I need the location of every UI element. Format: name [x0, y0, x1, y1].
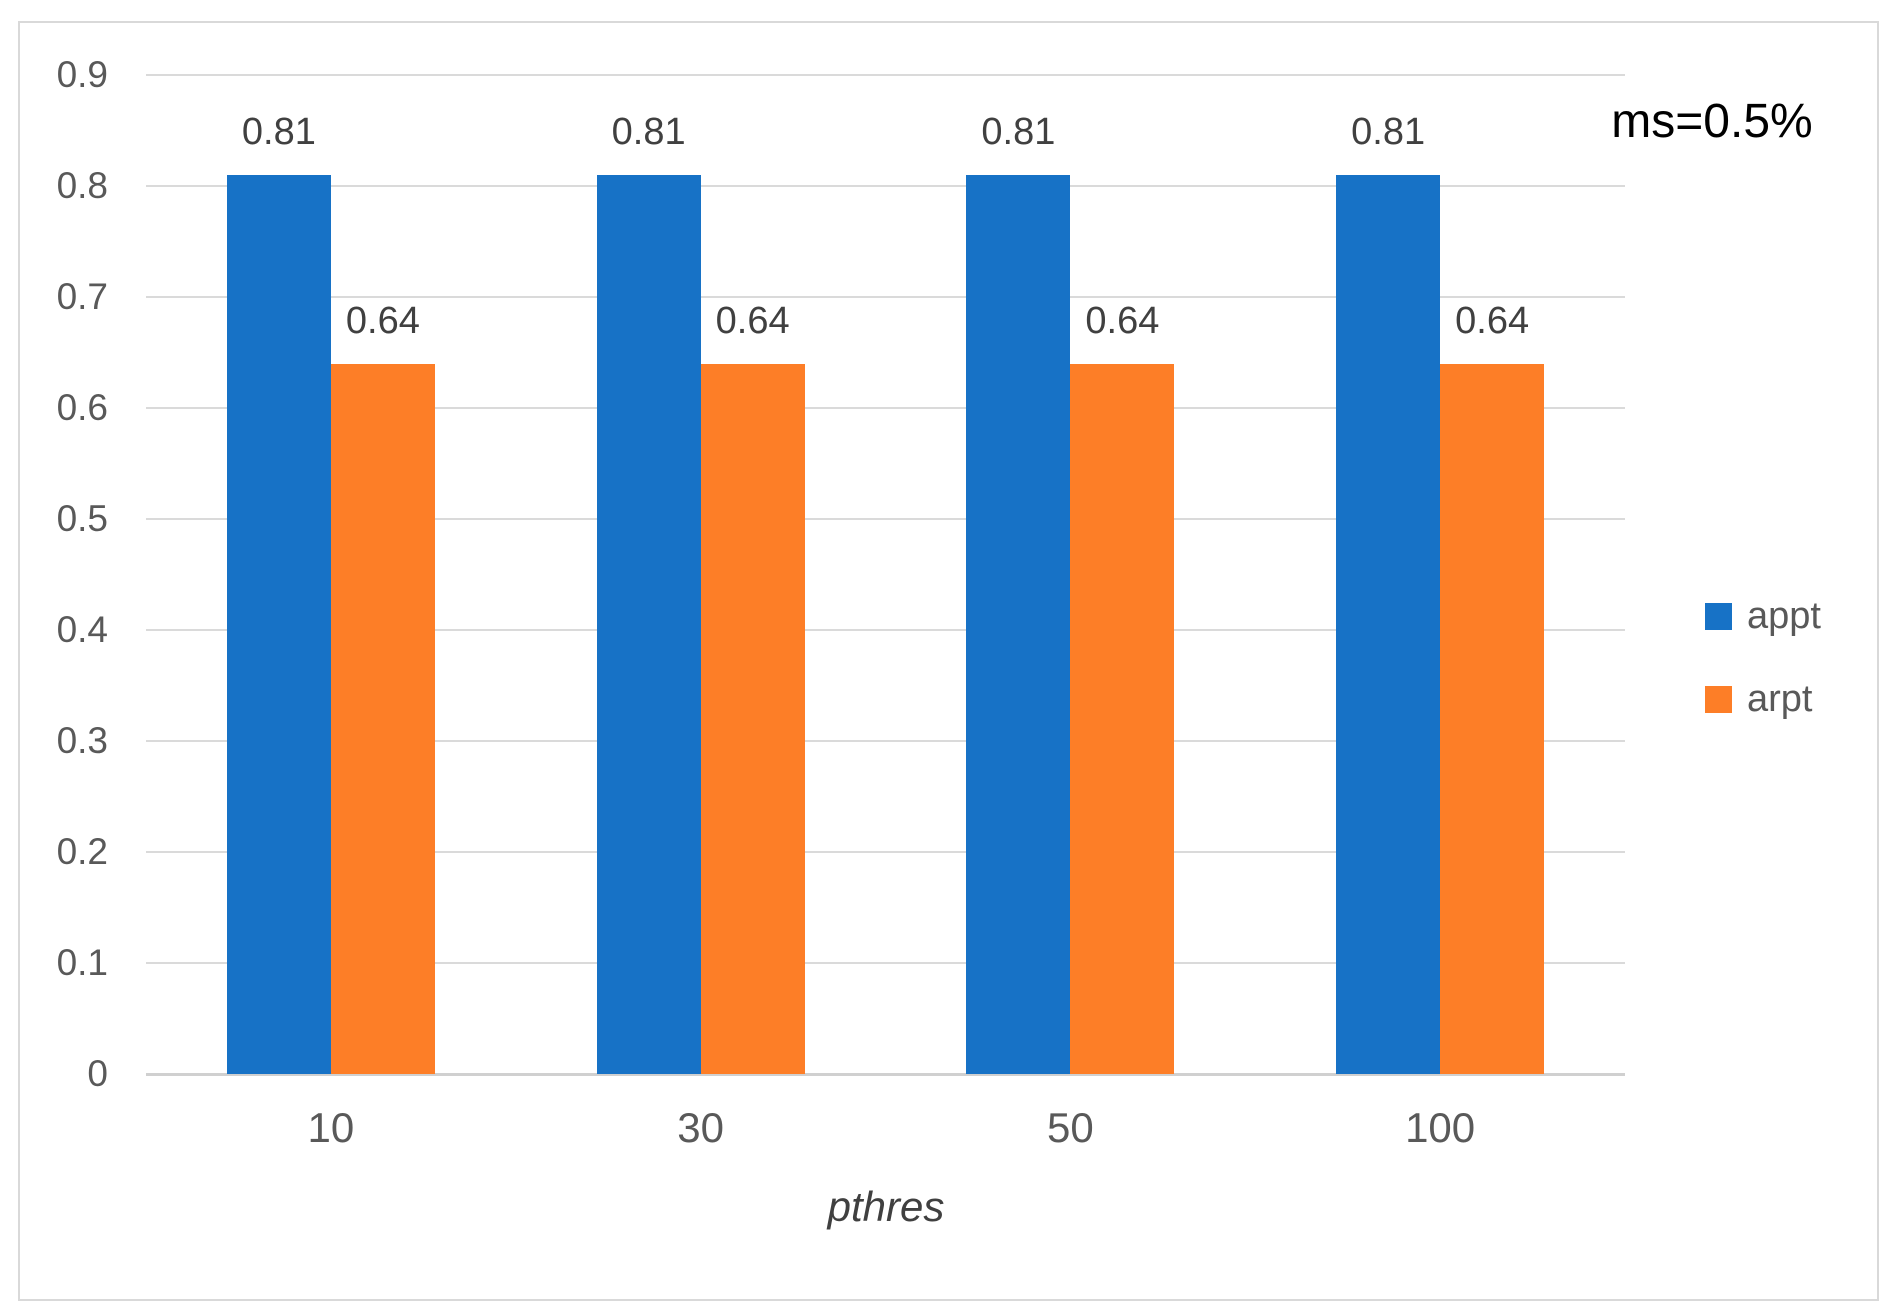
bar-value-label: 0.81 [981, 110, 1056, 153]
gridline [146, 962, 1625, 964]
y-tick-label: 0.9 [56, 54, 108, 95]
bar-value-label: 0.64 [1455, 299, 1530, 342]
legend-label-arpt: arpt [1747, 678, 1813, 720]
gridline [146, 296, 1625, 298]
bar-arpt [1440, 363, 1545, 1074]
y-tick-label: 0.3 [56, 720, 108, 761]
bar-arpt [700, 363, 805, 1074]
bar-appt [596, 174, 701, 1074]
x-axis-title: pthres [827, 1183, 945, 1230]
y-tick-label: 0 [87, 1053, 108, 1094]
x-tick-label: 10 [307, 1104, 355, 1151]
bar-appt [1336, 174, 1441, 1074]
legend-swatch-appt-icon [1705, 602, 1732, 630]
bar-appt [966, 174, 1071, 1074]
gridline [146, 185, 1625, 187]
bar-arpt [330, 363, 435, 1074]
y-tick-label: 0.1 [56, 942, 108, 983]
legend-swatch-arpt-icon [1705, 685, 1732, 713]
x-tick-label: 30 [677, 1104, 724, 1151]
x-axis-line [146, 1073, 1625, 1076]
x-tick-label: 50 [1047, 1104, 1094, 1151]
legend: appt arpt [1705, 597, 1821, 718]
gridline [146, 740, 1625, 742]
legend-label-appt: appt [1747, 595, 1821, 637]
annotation-ms: ms=0.5% [1611, 95, 1813, 148]
bar-appt [226, 174, 331, 1074]
y-tick-label: 0.5 [56, 498, 108, 539]
gridline [146, 518, 1625, 520]
bar-value-label: 0.81 [241, 110, 316, 153]
bar-value-label: 0.64 [345, 299, 420, 342]
gridline [146, 407, 1625, 409]
bar-value-label: 0.81 [1351, 110, 1426, 153]
bar-value-label: 0.64 [715, 299, 790, 342]
legend-item-appt: appt [1705, 597, 1821, 635]
x-tick-label: 100 [1405, 1104, 1476, 1151]
y-tick-label: 0.6 [56, 387, 108, 428]
y-tick-label: 0.7 [56, 276, 108, 317]
bar-value-label: 0.81 [611, 110, 686, 153]
bar-value-label: 0.64 [1085, 299, 1160, 342]
gridline [146, 629, 1625, 631]
y-tick-label: 0.2 [56, 831, 108, 872]
y-tick-label: 0.4 [56, 609, 108, 650]
gridline [146, 851, 1625, 853]
legend-item-arpt: arpt [1705, 680, 1821, 718]
gridline [146, 74, 1625, 76]
y-tick-label: 0.8 [56, 165, 108, 206]
bar-arpt [1070, 363, 1175, 1074]
